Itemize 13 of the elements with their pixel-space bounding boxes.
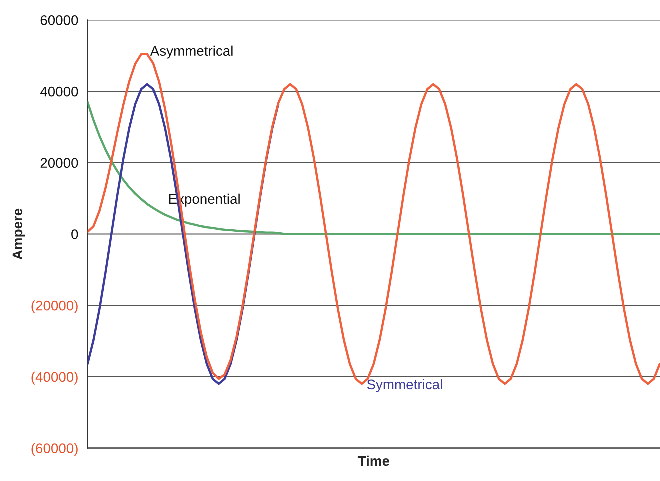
y-tick-label: (20000) — [32, 300, 78, 314]
y-tick-label: 0 — [72, 230, 78, 240]
y-axis-title: Ampere — [12, 208, 26, 260]
series-label: Asymmetrical — [150, 46, 233, 59]
y-tick-label: 40000 — [40, 86, 78, 97]
text: Symmetrical — [367, 379, 442, 392]
line-series — [88, 83, 280, 386]
line-series — [88, 101, 660, 236]
y-tick-label: 60000 — [40, 16, 78, 26]
y-tick-label: 20000 — [40, 158, 78, 168]
y-tick-label: (40000) — [32, 372, 78, 385]
y-tick-label: (60000) — [32, 443, 78, 456]
x-axis-title: Time — [358, 456, 390, 466]
